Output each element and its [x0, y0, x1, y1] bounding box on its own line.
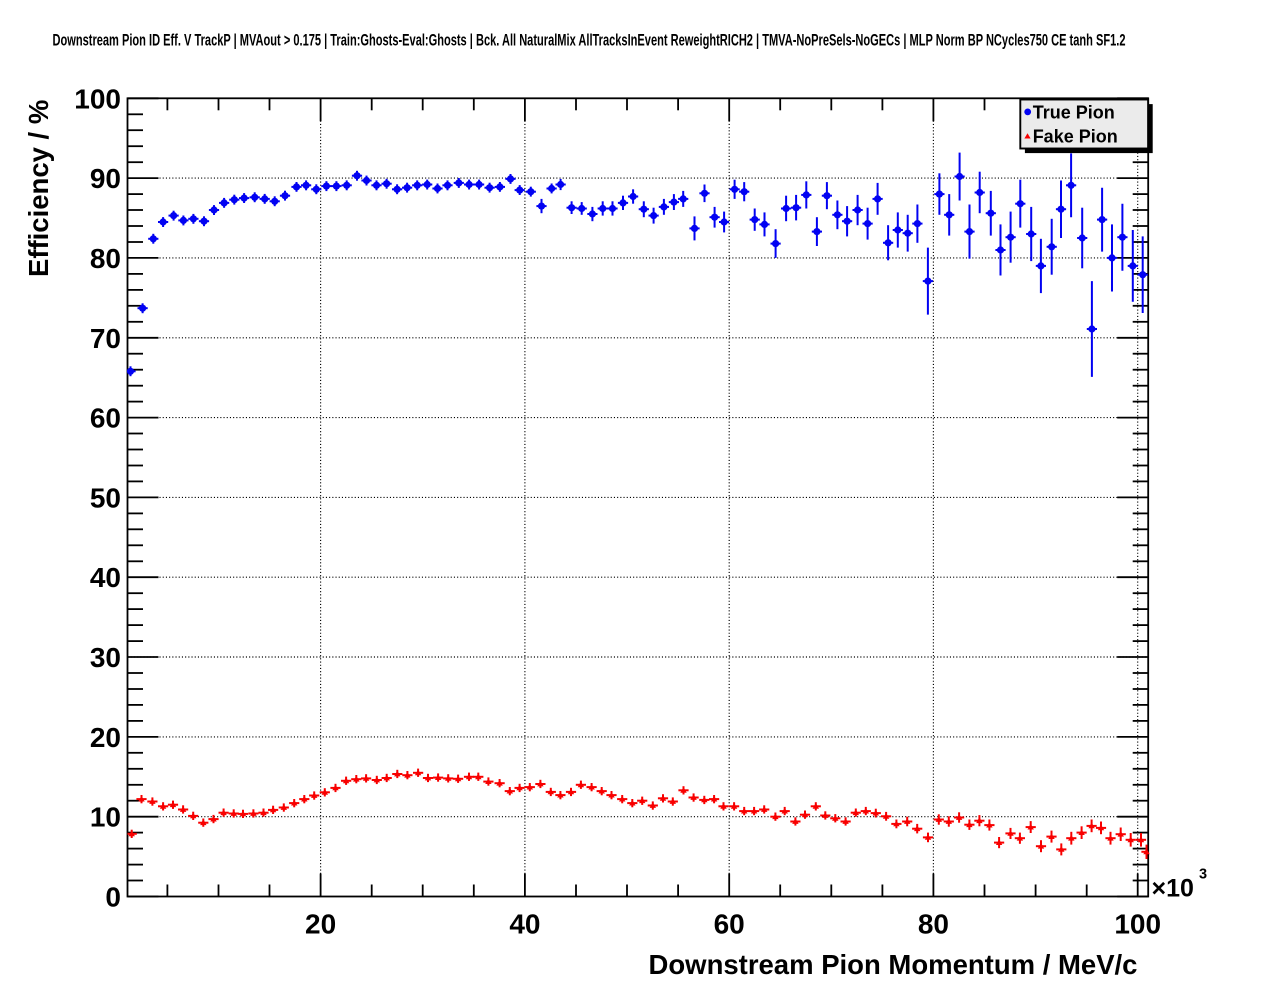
svg-text:3: 3	[1199, 867, 1207, 883]
svg-text:20: 20	[305, 909, 336, 940]
svg-text:True Pion: True Pion	[1033, 102, 1115, 122]
svg-text:Efficiency / %: Efficiency / %	[23, 100, 54, 277]
svg-text:100: 100	[1114, 909, 1161, 940]
svg-text:20: 20	[90, 722, 121, 753]
svg-text:×10: ×10	[1152, 875, 1194, 903]
svg-text:60: 60	[90, 403, 121, 434]
svg-text:80: 80	[918, 909, 949, 940]
svg-text:Fake Pion: Fake Pion	[1033, 127, 1118, 147]
svg-text:Downstream Pion Momentum / MeV: Downstream Pion Momentum / MeV/c	[649, 949, 1138, 980]
svg-text:100: 100	[74, 83, 121, 114]
svg-text:50: 50	[90, 482, 121, 513]
svg-text:60: 60	[714, 909, 745, 940]
svg-text:10: 10	[90, 802, 121, 833]
svg-text:40: 40	[90, 562, 121, 593]
svg-text:30: 30	[90, 642, 121, 673]
svg-text:40: 40	[509, 909, 540, 940]
svg-text:70: 70	[90, 323, 121, 354]
svg-text:90: 90	[90, 163, 121, 194]
svg-text:80: 80	[90, 243, 121, 274]
svg-text:Downstream Pion ID Eff. V Trac: Downstream Pion ID Eff. V TrackP | MVAou…	[53, 32, 1126, 50]
svg-text:0: 0	[105, 882, 121, 913]
